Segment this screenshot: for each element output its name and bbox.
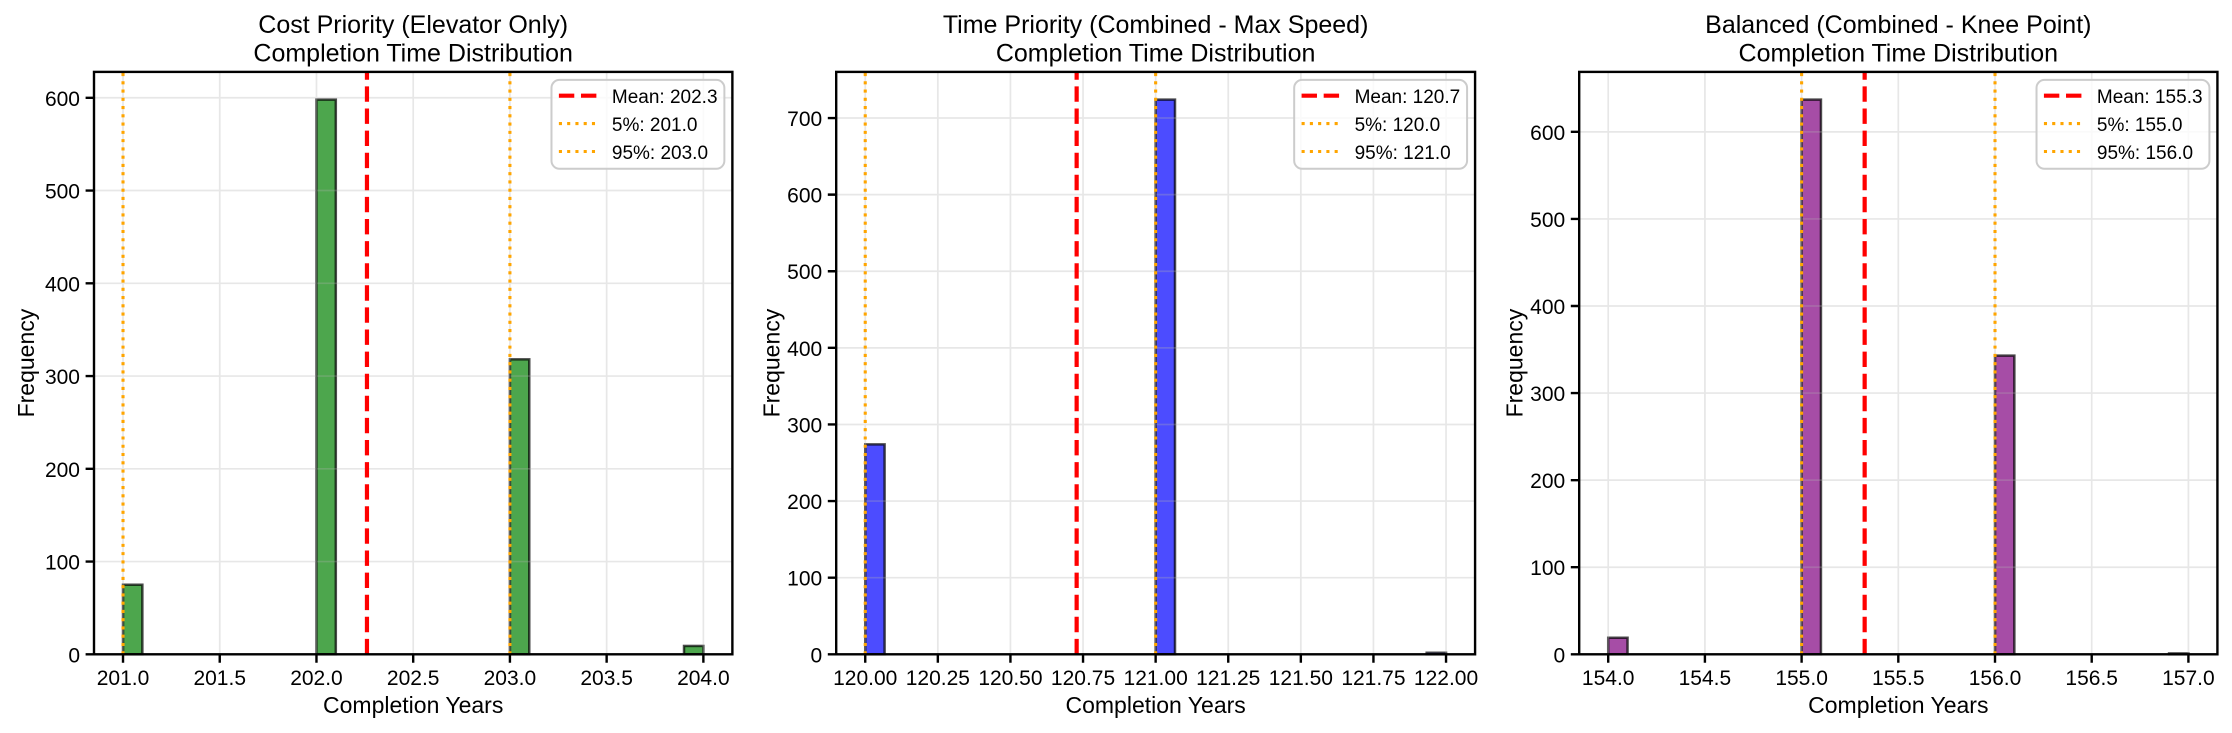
svg-text:300: 300	[45, 366, 80, 389]
svg-text:200: 200	[787, 491, 822, 514]
svg-text:Time Priority (Combined - Max: Time Priority (Combined - Max Speed)	[943, 11, 1369, 39]
svg-text:500: 500	[45, 181, 80, 204]
svg-text:Balanced (Combined - Knee Poin: Balanced (Combined - Knee Point)	[1705, 11, 2091, 39]
svg-text:0: 0	[1554, 644, 1566, 667]
svg-text:Completion Years: Completion Years	[1808, 692, 1988, 718]
svg-text:155.5: 155.5	[1872, 667, 1925, 690]
svg-text:154.5: 154.5	[1679, 667, 1732, 690]
svg-text:400: 400	[787, 338, 822, 361]
svg-text:Completion Years: Completion Years	[323, 692, 503, 718]
svg-text:156.0: 156.0	[1969, 667, 2022, 690]
svg-text:Completion Time Distribution: Completion Time Distribution	[996, 39, 1316, 67]
svg-text:0: 0	[811, 644, 823, 667]
svg-text:203.0: 203.0	[484, 667, 537, 690]
svg-text:400: 400	[1530, 296, 1565, 319]
svg-text:95%: 203.0: 95%: 203.0	[612, 143, 708, 164]
svg-text:121.50: 121.50	[1269, 667, 1333, 690]
svg-text:201.0: 201.0	[97, 667, 150, 690]
svg-text:95%: 121.0: 95%: 121.0	[1355, 143, 1451, 164]
svg-text:300: 300	[1530, 383, 1565, 406]
svg-text:0: 0	[68, 644, 80, 667]
svg-text:100: 100	[1530, 557, 1565, 580]
svg-text:201.5: 201.5	[193, 667, 246, 690]
svg-text:Frequency: Frequency	[13, 308, 39, 417]
svg-text:Completion Time Distribution: Completion Time Distribution	[1739, 39, 2059, 67]
svg-text:Completion Years: Completion Years	[1065, 692, 1245, 718]
svg-text:203.5: 203.5	[580, 667, 633, 690]
svg-text:Mean: 155.3: Mean: 155.3	[2097, 87, 2203, 108]
svg-text:154.0: 154.0	[1582, 667, 1635, 690]
svg-text:157.0: 157.0	[2162, 667, 2215, 690]
svg-text:120.50: 120.50	[978, 667, 1042, 690]
svg-text:120.25: 120.25	[906, 667, 970, 690]
svg-text:200: 200	[1530, 470, 1565, 493]
svg-text:300: 300	[787, 414, 822, 437]
svg-text:100: 100	[45, 552, 80, 575]
svg-text:156.5: 156.5	[2065, 667, 2118, 690]
svg-text:700: 700	[787, 108, 822, 131]
svg-text:204.0: 204.0	[677, 667, 730, 690]
svg-text:5%: 201.0: 5%: 201.0	[612, 115, 698, 136]
svg-text:Mean: 120.7: Mean: 120.7	[1355, 87, 1461, 108]
svg-text:200: 200	[45, 459, 80, 482]
svg-text:121.25: 121.25	[1196, 667, 1260, 690]
svg-text:155.0: 155.0	[1775, 667, 1828, 690]
svg-text:600: 600	[1530, 122, 1565, 145]
svg-text:Frequency: Frequency	[758, 308, 784, 417]
svg-text:Frequency: Frequency	[1501, 308, 1527, 417]
svg-text:500: 500	[1530, 209, 1565, 232]
svg-text:100: 100	[787, 568, 822, 591]
svg-text:Mean: 202.3: Mean: 202.3	[612, 87, 718, 108]
svg-text:121.00: 121.00	[1124, 667, 1188, 690]
svg-text:122.00: 122.00	[1414, 667, 1478, 690]
svg-text:Cost Priority (Elevator Only): Cost Priority (Elevator Only)	[258, 11, 568, 39]
svg-text:202.5: 202.5	[387, 667, 440, 690]
svg-text:5%: 155.0: 5%: 155.0	[2097, 115, 2183, 136]
svg-text:600: 600	[787, 185, 822, 208]
svg-text:500: 500	[787, 261, 822, 284]
svg-text:600: 600	[45, 88, 80, 111]
svg-text:121.75: 121.75	[1341, 667, 1405, 690]
svg-text:5%: 120.0: 5%: 120.0	[1355, 115, 1441, 136]
svg-text:400: 400	[45, 273, 80, 296]
svg-text:Completion Time Distribution: Completion Time Distribution	[253, 39, 573, 67]
svg-text:120.75: 120.75	[1051, 667, 1115, 690]
svg-text:202.0: 202.0	[290, 667, 343, 690]
svg-text:120.00: 120.00	[833, 667, 897, 690]
svg-text:95%: 156.0: 95%: 156.0	[2097, 143, 2193, 164]
